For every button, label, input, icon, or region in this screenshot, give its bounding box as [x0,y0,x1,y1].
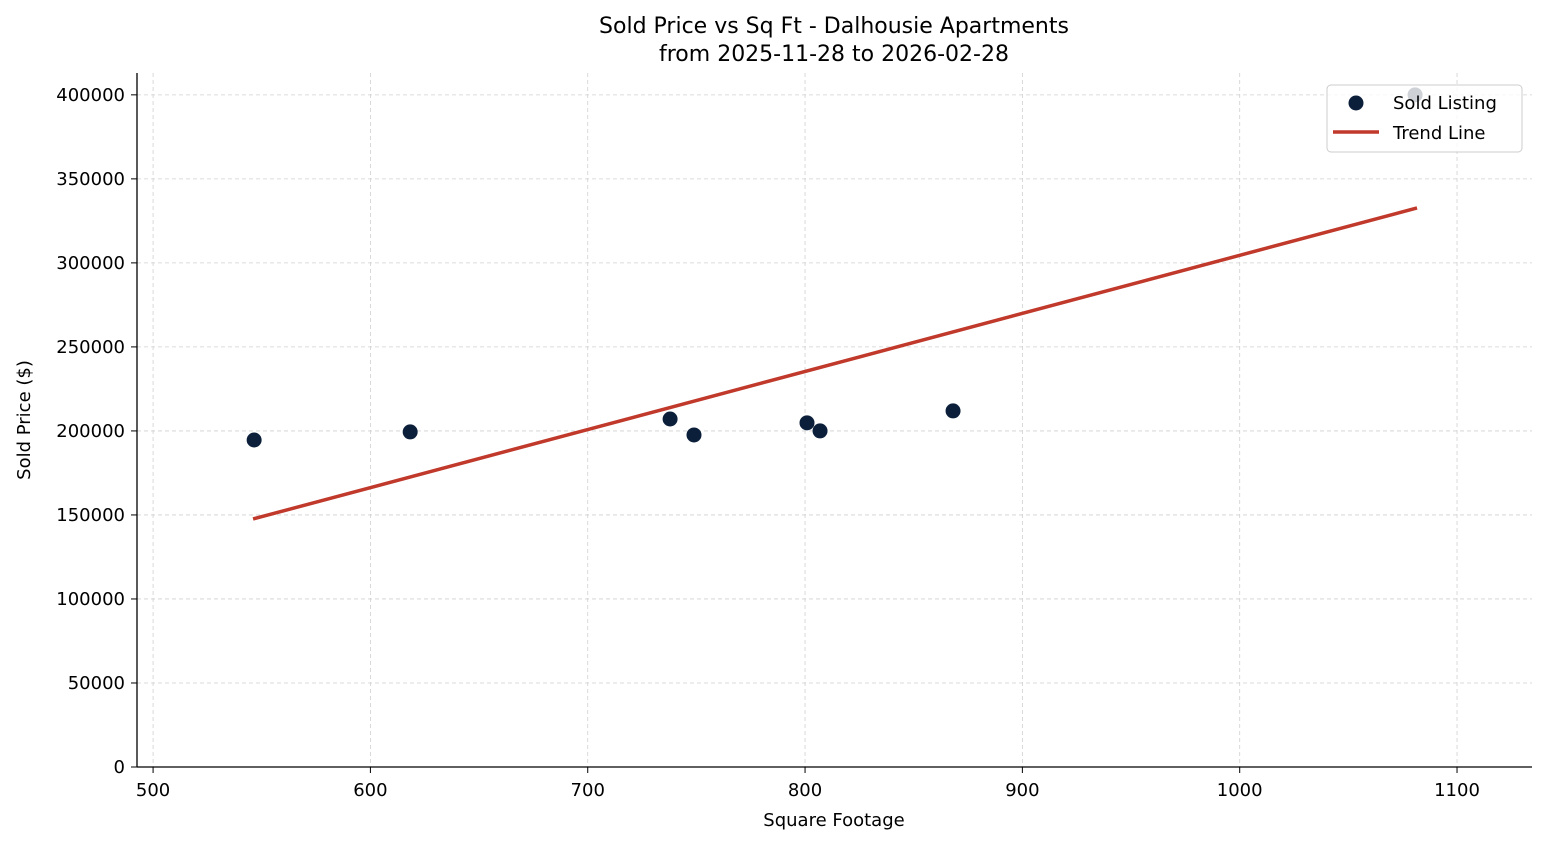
chart-title: Sold Price vs Sq Ft - Dalhousie Apartmen… [599,14,1069,39]
data-point [402,424,418,440]
y-tick-label: 0 [114,757,125,778]
data-point [246,432,262,448]
x-tick-label: 1000 [1217,780,1263,801]
legend: Sold Listing Trend Line [1326,84,1523,153]
data-point [812,423,828,439]
x-axis-label: Square Footage [763,810,904,831]
data-point [662,411,678,427]
y-tick-label: 100000 [56,589,125,610]
trend-line [252,206,1418,521]
legend-marker-sold-listing [1348,95,1364,111]
y-tick-label: 350000 [56,169,125,190]
y-tick-label: 250000 [56,337,125,358]
y-tick-label: 300000 [56,253,125,274]
x-tick-label: 600 [353,780,387,801]
data-point [799,415,815,431]
x-tick-label: 700 [571,780,605,801]
x-tick-label: 1100 [1434,780,1480,801]
data-point [686,427,702,443]
y-axis-label: Sold Price ($) [14,360,35,480]
y-tick-label: 150000 [56,505,125,526]
x-tick-label: 800 [788,780,822,801]
x-tick-label: 500 [136,780,170,801]
chart-subtitle: from 2025-11-28 to 2026-02-28 [659,42,1009,67]
legend-label-sold-listing: Sold Listing [1393,93,1497,114]
legend-label-trend-line: Trend Line [1392,123,1486,144]
data-point [945,403,961,419]
y-tick-label: 400000 [56,85,125,106]
y-tick-label: 200000 [56,421,125,442]
x-tick-label: 900 [1005,780,1039,801]
y-tick-label: 50000 [68,673,125,694]
